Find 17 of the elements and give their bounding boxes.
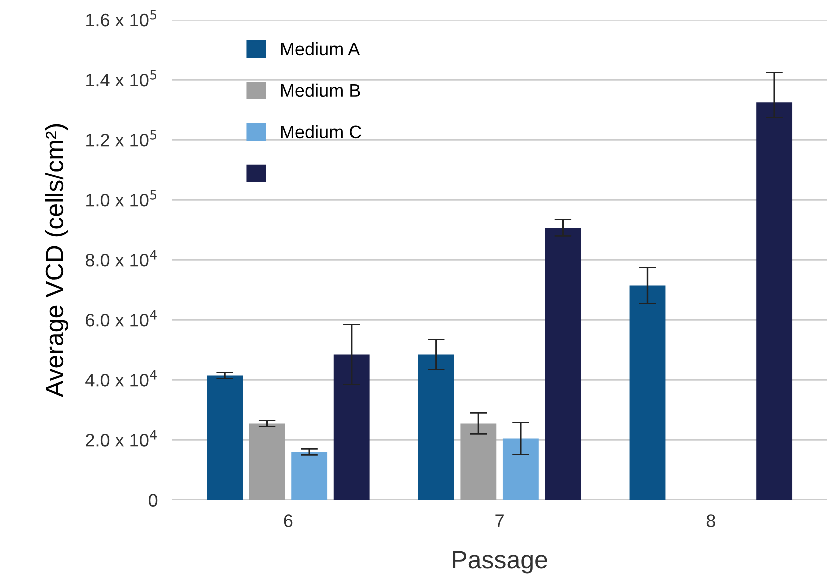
y-tick-label: 4.0 x 10$^{4}$ <box>86 370 157 387</box>
legend-label: Medium B <box>281 84 360 98</box>
y-tick-label: 1.2 x 10$^{5}$ <box>86 130 157 147</box>
x-axis-title: Passage <box>453 551 548 574</box>
y-tick-label: 1.6 x 10$^{5}$ <box>86 10 157 27</box>
y-tick-label: 1.4 x 10$^{5}$ <box>86 70 157 87</box>
y-tick-label: 2.0 x 10$^{4}$ <box>86 430 157 447</box>
x-tick-label: 8 <box>706 514 716 528</box>
x-tick-label: 7 <box>496 514 504 528</box>
legend-label: Medium A <box>281 42 360 56</box>
y-tick-label: 6.0 x 10$^{4}$ <box>86 310 157 327</box>
y-tick-label: 8.0 x 10$^{4}$ <box>86 250 157 267</box>
legend-label: Medium C <box>281 125 362 139</box>
y-axis-title: Average VCD (cells/cm²) <box>45 124 69 398</box>
x-tick-label: 6 <box>284 514 293 528</box>
y-tick-label: 1.0 x 10$^{5}$ <box>86 190 157 207</box>
y-tick-label: 0 <box>148 494 158 507</box>
